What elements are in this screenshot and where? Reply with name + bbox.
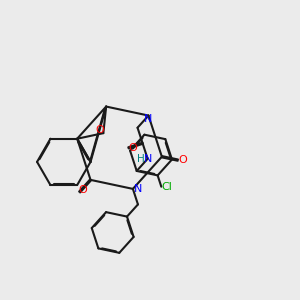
Text: O: O bbox=[128, 143, 137, 153]
Text: O: O bbox=[178, 155, 187, 165]
Text: Cl: Cl bbox=[161, 182, 172, 192]
Text: O: O bbox=[95, 125, 104, 135]
Text: H: H bbox=[137, 154, 145, 164]
Text: N: N bbox=[143, 154, 152, 164]
Text: N: N bbox=[144, 114, 153, 124]
Text: O: O bbox=[79, 185, 88, 195]
Text: N: N bbox=[134, 184, 142, 194]
